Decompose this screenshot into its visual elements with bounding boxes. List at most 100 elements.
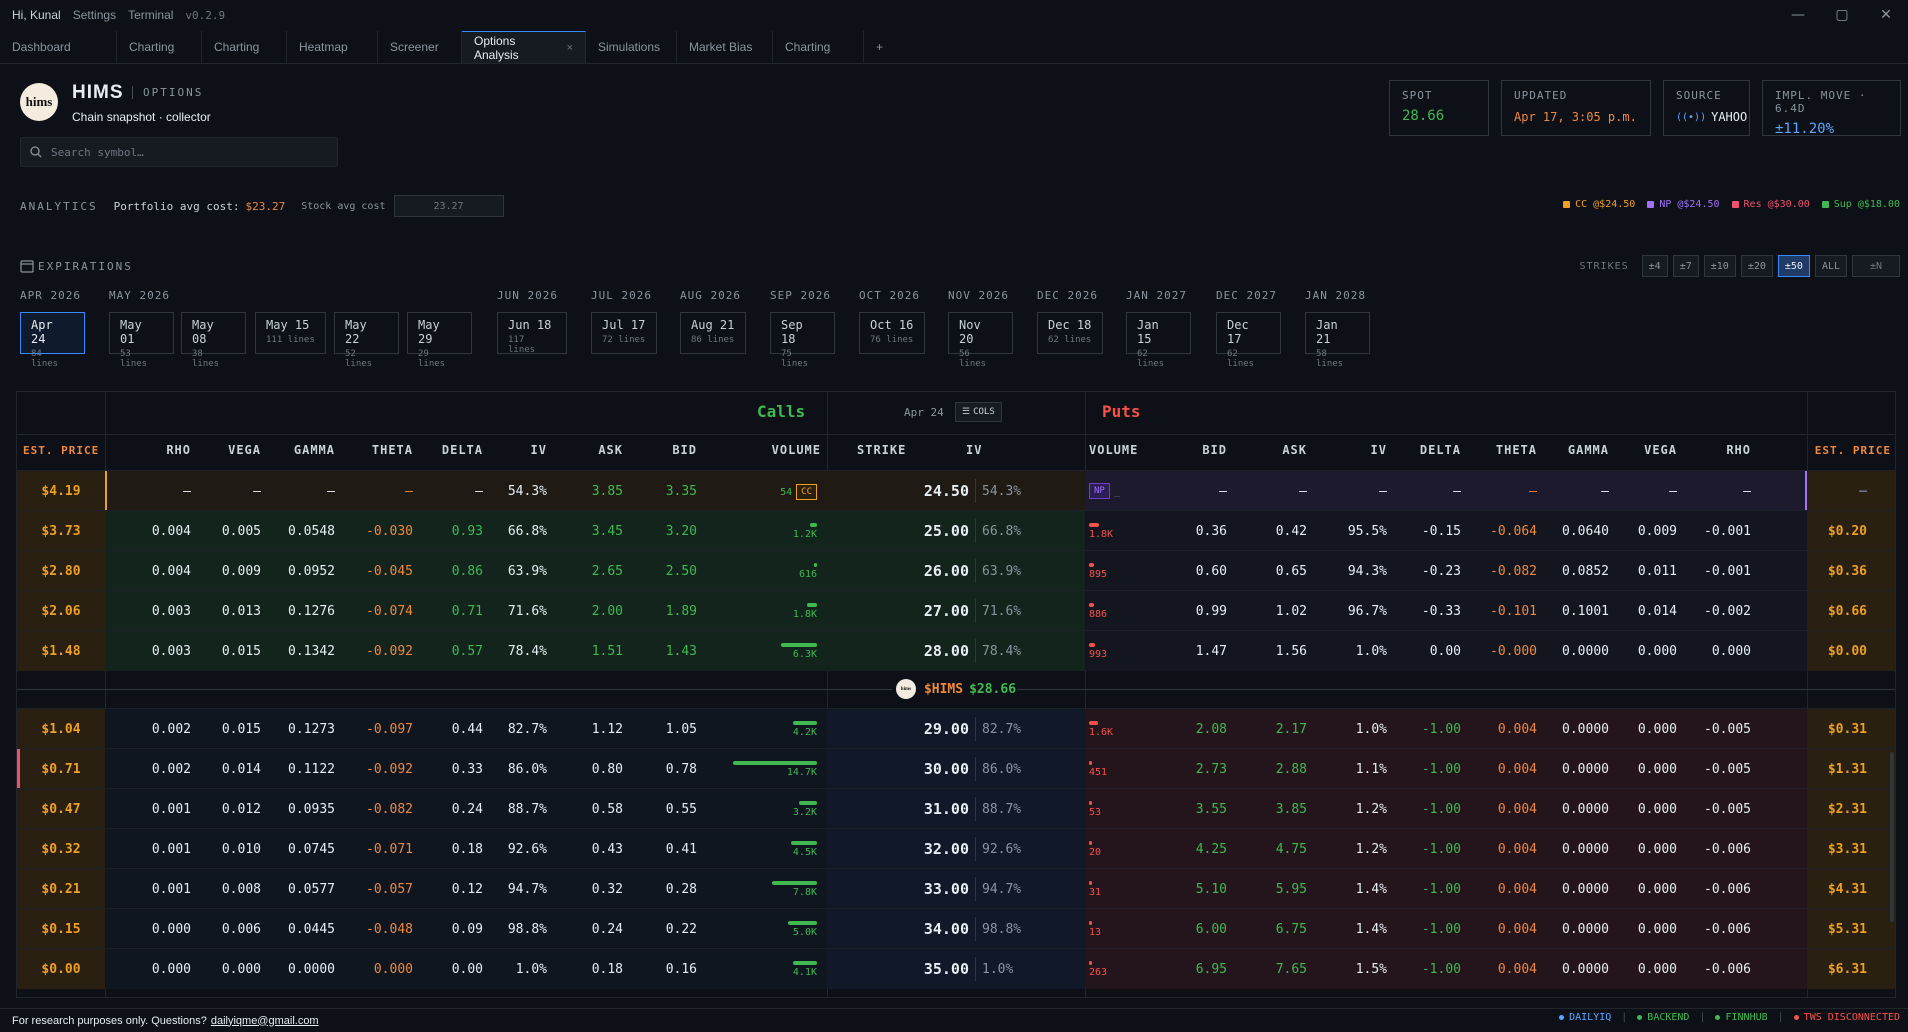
stock-avg-input[interactable] bbox=[393, 195, 504, 217]
expiration-dec-17[interactable]: Dec 17 62 lines bbox=[1216, 312, 1281, 369]
chain-row[interactable]: $2.80 0.004 0.009 0.0952 -0.045 0.86 63.9% 2.65… bbox=[17, 550, 1895, 591]
call-header-volume[interactable]: VOLUME bbox=[771, 443, 821, 457]
cc-badge[interactable]: CC bbox=[796, 484, 817, 500]
call-header-bid[interactable]: BID bbox=[672, 443, 697, 457]
expiration-nov-20[interactable]: Nov 20 56 lines bbox=[948, 312, 1013, 369]
minimize-icon[interactable]: — bbox=[1791, 7, 1805, 23]
call-volume-cell: 4.1K bbox=[697, 949, 821, 989]
contact-email-link[interactable]: dailyiqme@gmail.com bbox=[210, 1014, 319, 1027]
tab-charting[interactable]: Charting bbox=[117, 31, 202, 63]
call-header-gamma[interactable]: GAMMA bbox=[293, 443, 335, 457]
strike-value[interactable]: 26.00 bbox=[923, 562, 969, 580]
source-label: SOURCE bbox=[1676, 89, 1722, 102]
call-header-iv[interactable]: IV bbox=[530, 443, 547, 457]
put-header-delta[interactable]: DELTA bbox=[1419, 443, 1461, 457]
strikes-button[interactable]: ±50 bbox=[1777, 255, 1810, 277]
call-header-est-price[interactable]: EST. PRICE bbox=[23, 443, 100, 457]
put-header-bid[interactable]: BID bbox=[1202, 443, 1227, 457]
cols-button[interactable]: ☰ COLS bbox=[955, 402, 1002, 422]
chain-row[interactable]: $3.73 0.004 0.005 0.0548 -0.030 0.93 66.8% 3.45… bbox=[17, 510, 1895, 551]
expiration-sep-18[interactable]: Sep 18 75 lines bbox=[770, 312, 835, 369]
chain-row[interactable]: $0.47 0.001 0.012 0.0935 -0.082 0.24 88.7% 0.58… bbox=[17, 788, 1895, 829]
strike-value[interactable]: 24.50 bbox=[923, 482, 969, 500]
options-chain: Calls Puts Apr 24 ☰ COLS EST. PRICE RHO VEGA GAM… bbox=[16, 391, 1896, 998]
tab-options-analysis[interactable]: Options Analysis × bbox=[462, 31, 586, 63]
put-header-iv[interactable]: IV bbox=[1370, 443, 1387, 457]
strikes-button[interactable]: ALL bbox=[1814, 255, 1847, 277]
expiration-may-08[interactable]: May 08 38 lines bbox=[181, 312, 246, 369]
add-tab-button[interactable]: + bbox=[876, 40, 884, 54]
strike-value[interactable]: 30.00 bbox=[923, 760, 969, 778]
expiration-dec-18[interactable]: Dec 18 62 lines bbox=[1037, 312, 1103, 354]
strikes-button[interactable]: ±7 bbox=[1672, 255, 1699, 277]
strike-header[interactable]: STRIKE bbox=[857, 443, 907, 457]
put-est-bg bbox=[1807, 709, 1895, 749]
strike-value[interactable]: 29.00 bbox=[923, 720, 969, 738]
tab-charting[interactable]: Charting bbox=[773, 31, 864, 63]
strikes-button[interactable]: ±N bbox=[1852, 255, 1900, 277]
chain-row[interactable]: $0.32 0.001 0.010 0.0745 -0.071 0.18 92.6% 0.43… bbox=[17, 828, 1895, 869]
call-header-ask[interactable]: ASK bbox=[598, 443, 623, 457]
put-header-volume[interactable]: VOLUME bbox=[1089, 443, 1139, 457]
np-badge[interactable]: NP bbox=[1089, 483, 1110, 499]
strike-value[interactable]: 25.00 bbox=[923, 522, 969, 540]
close-icon[interactable]: ✕ bbox=[1880, 7, 1892, 23]
expiration-jan-21[interactable]: Jan 21 58 lines bbox=[1305, 312, 1370, 369]
call-header-rho[interactable]: RHO bbox=[166, 443, 191, 457]
search-box[interactable] bbox=[20, 137, 338, 167]
put-header-ask[interactable]: ASK bbox=[1282, 443, 1307, 457]
expiration-may-15[interactable]: May 15 111 lines bbox=[255, 312, 326, 354]
call-header-theta[interactable]: THETA bbox=[371, 443, 413, 457]
strike-value[interactable]: 31.00 bbox=[923, 800, 969, 818]
strike-value[interactable]: 35.00 bbox=[923, 960, 969, 978]
tab-charting[interactable]: Charting bbox=[202, 31, 287, 63]
status-label: FINNHUB bbox=[1725, 1012, 1768, 1023]
chain-row[interactable]: $1.04 0.002 0.015 0.1273 -0.097 0.44 82.7% 1.12… bbox=[17, 708, 1895, 749]
expiration-apr-24[interactable]: Apr 24 84 lines bbox=[20, 312, 85, 369]
tab-close-icon[interactable]: × bbox=[566, 41, 573, 54]
put-header-gamma[interactable]: GAMMA bbox=[1567, 443, 1609, 457]
expiration-jan-15[interactable]: Jan 15 62 lines bbox=[1126, 312, 1191, 369]
call-iv-cell: 86.0% bbox=[507, 761, 547, 777]
chain-row[interactable]: $0.21 0.001 0.008 0.0577 -0.057 0.12 94.7% 0.32… bbox=[17, 868, 1895, 909]
settings-link[interactable]: Settings bbox=[72, 8, 117, 22]
expiration-may-01[interactable]: May 01 53 lines bbox=[109, 312, 174, 369]
expiration-jul-17[interactable]: Jul 17 72 lines bbox=[591, 312, 657, 354]
call-header-vega[interactable]: VEGA bbox=[228, 443, 261, 457]
strikes-button[interactable]: ±4 bbox=[1641, 255, 1668, 277]
strikes-button[interactable]: ±10 bbox=[1703, 255, 1736, 277]
chain-row[interactable]: $0.15 0.000 0.006 0.0445 -0.048 0.09 98.8% 0.24… bbox=[17, 908, 1895, 949]
chain-row[interactable]: $4.19 — — — — — 54.3% 3.85 3.35 54 CC 24.50 54.3% NP _… bbox=[17, 470, 1895, 511]
strike-value[interactable]: 32.00 bbox=[923, 840, 969, 858]
strike-value[interactable]: 27.00 bbox=[923, 602, 969, 620]
strike-iv-header[interactable]: IV bbox=[966, 443, 983, 457]
maximize-icon[interactable]: ▢ bbox=[1835, 7, 1849, 23]
call-header-delta[interactable]: DELTA bbox=[441, 443, 483, 457]
strike-value[interactable]: 33.00 bbox=[923, 880, 969, 898]
expiration-may-29[interactable]: May 29 29 lines bbox=[407, 312, 472, 369]
strike-value[interactable]: 28.00 bbox=[923, 642, 969, 660]
put-header-est-price[interactable]: EST. PRICE bbox=[1814, 443, 1891, 457]
strike-value[interactable]: 34.00 bbox=[923, 920, 969, 938]
tab-simulations[interactable]: Simulations bbox=[586, 31, 677, 63]
chain-row[interactable]: $2.06 0.003 0.013 0.1276 -0.074 0.71 71.6% 2.00… bbox=[17, 590, 1895, 631]
tab-screener[interactable]: Screener bbox=[378, 31, 462, 63]
expiration-may-22[interactable]: May 22 52 lines bbox=[334, 312, 399, 369]
call-iv-cell: 92.6% bbox=[507, 841, 547, 857]
put-header-theta[interactable]: THETA bbox=[1495, 443, 1537, 457]
expiration-aug-21[interactable]: Aug 21 86 lines bbox=[680, 312, 746, 354]
strikes-button[interactable]: ±20 bbox=[1740, 255, 1773, 277]
chain-scrollbar[interactable] bbox=[1890, 752, 1894, 922]
tab-market-bias[interactable]: Market Bias bbox=[677, 31, 773, 63]
put-header-vega[interactable]: VEGA bbox=[1644, 443, 1677, 457]
chain-row[interactable]: $1.48 0.003 0.015 0.1342 -0.092 0.57 78.4% 1.51… bbox=[17, 630, 1895, 671]
search-input[interactable] bbox=[49, 144, 323, 160]
expiration-jun-18[interactable]: Jun 18 117 lines bbox=[497, 312, 567, 355]
tab-heatmap[interactable]: Heatmap bbox=[287, 31, 378, 63]
expiration-oct-16[interactable]: Oct 16 76 lines bbox=[859, 312, 925, 354]
chain-row[interactable]: $0.00 0.000 0.000 0.0000 0.000 0.00 1.0% 0.18 0.… bbox=[17, 948, 1895, 989]
terminal-link[interactable]: Terminal bbox=[128, 8, 174, 22]
put-header-rho[interactable]: RHO bbox=[1726, 443, 1751, 457]
tab-dashboard[interactable]: Dashboard bbox=[0, 31, 117, 63]
chain-row[interactable]: $0.71 0.002 0.014 0.1122 -0.092 0.33 86.0% 0.80… bbox=[17, 748, 1895, 789]
